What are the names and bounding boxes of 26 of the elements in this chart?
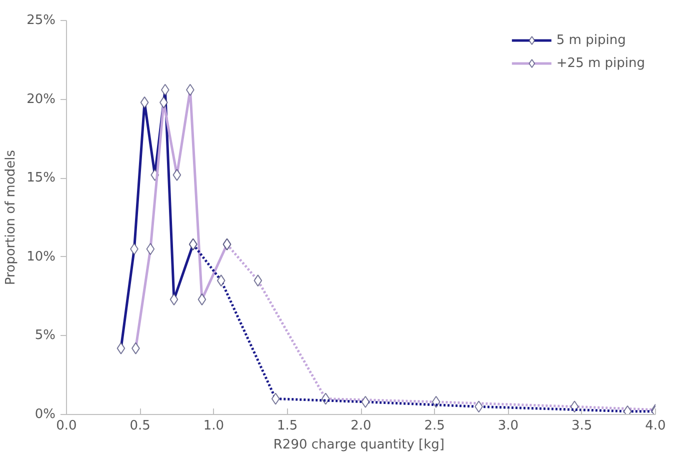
x-tick-label: 1.0 (203, 418, 224, 434)
point (361, 396, 370, 408)
y-tick-label: 0% (34, 407, 56, 422)
y-tick-label: 20% (26, 92, 56, 107)
y-tick-label: 25% (26, 13, 56, 28)
point (140, 96, 149, 108)
point (216, 274, 226, 287)
y-tick-label: 15% (26, 170, 56, 186)
point (116, 342, 126, 354)
point (271, 392, 280, 405)
x-tick-label: 4.0 (645, 418, 666, 434)
x-tick-label: 1.5 (277, 418, 298, 434)
y-axis-title: Proportion of models (4, 150, 19, 286)
legend-label: 5 m piping (556, 32, 626, 48)
x-tick-label: 0.0 (56, 418, 77, 434)
y-tick-label: 10% (26, 249, 56, 264)
x-axis-title: R290 charge quantity [kg] (273, 438, 444, 452)
point (170, 293, 178, 306)
x-tick-label: 2.0 (350, 418, 372, 434)
x-tick-label: 2.5 (424, 418, 445, 434)
legend-label: +25 m piping (556, 56, 645, 70)
point (160, 84, 170, 96)
x-tick-label: 3.5 (572, 418, 592, 434)
x-tick-label: 0.5 (130, 418, 150, 434)
y-tick-label: 5% (34, 328, 56, 344)
x-tick-label: 3.0 (498, 418, 519, 434)
